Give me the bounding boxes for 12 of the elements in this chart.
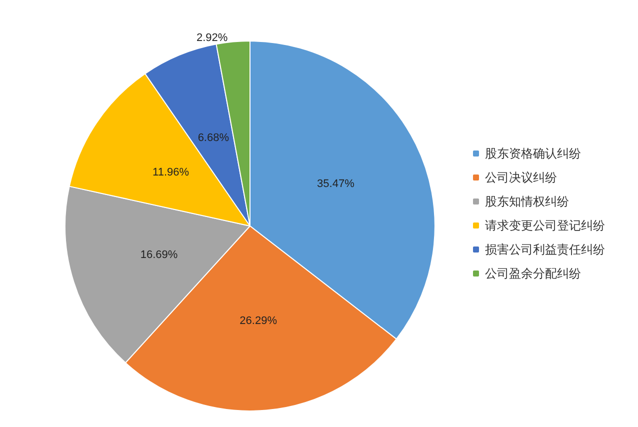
legend-label: 损害公司利益责任纠纷 [485,242,605,256]
data-label: 35.47% [317,178,355,190]
data-label: 16.69% [140,248,178,261]
legend-label: 股东知情权纠纷 [485,194,569,208]
data-label: 2.92% [196,32,228,44]
legend-label: 股东资格确认纠纷 [485,146,581,160]
data-label: 11.96% [152,166,190,179]
data-label: 6.68% [198,132,230,144]
data-label: 26.29% [240,315,278,328]
legend-label: 公司盈余分配纠纷 [485,266,581,280]
legend-label: 公司决议纠纷 [485,170,557,184]
legend-label: 请求变更公司登记纠纷 [485,218,605,232]
